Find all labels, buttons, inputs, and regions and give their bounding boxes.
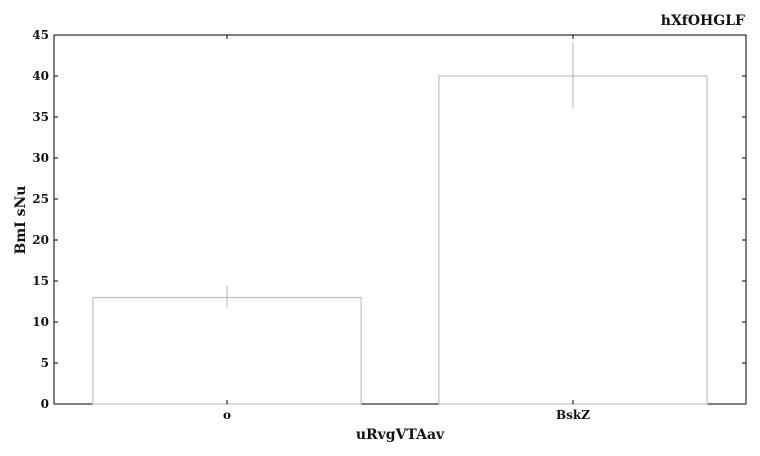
bar-0: [92, 296, 362, 405]
y-axis-label: BmI sNu: [13, 186, 29, 255]
chart-title: hXfOHGLF: [661, 13, 745, 29]
plot-area: 0 5 10 15 20 25 30 35 40 45 o BskZ: [32, 28, 747, 422]
y-tick-label-1: 5: [41, 356, 49, 370]
y-tick-label-9: 45: [32, 28, 49, 42]
y-tick-label-3: 15: [32, 274, 49, 288]
bar-1: [438, 75, 708, 405]
x-tick-label-0: o: [223, 408, 231, 422]
y-tick-label-4: 20: [32, 233, 49, 247]
x-axis-label: uRvgVTAav: [356, 427, 445, 443]
y-tick-label-8: 40: [32, 69, 49, 83]
y-tick-label-6: 30: [32, 151, 49, 165]
x-tick-label-1: BskZ: [556, 408, 590, 422]
y-tick-label-0: 0: [41, 397, 49, 411]
y-tick-label-5: 25: [32, 192, 49, 206]
y-tick-label-2: 10: [32, 315, 49, 329]
y-tick-label-7: 35: [32, 110, 49, 124]
